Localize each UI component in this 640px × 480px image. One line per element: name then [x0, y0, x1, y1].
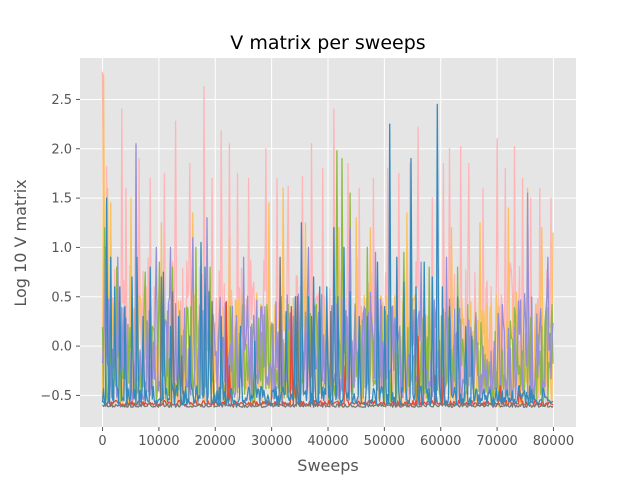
series-line-5	[101, 256, 554, 408]
x-axis-label: Sweeps	[297, 456, 358, 475]
series-line-6	[101, 103, 554, 406]
y-tick-label: 2.0	[51, 142, 72, 157]
x-tick-label: 80000	[533, 434, 574, 449]
chart-title: V matrix per sweeps	[230, 32, 425, 54]
x-tick-label: 70000	[476, 434, 517, 449]
y-tick-label: −0.5	[40, 389, 72, 404]
x-tick-label: 30000	[251, 434, 292, 449]
x-tick-label: 10000	[138, 434, 179, 449]
y-tick-label: 0.0	[51, 340, 72, 355]
series-group	[101, 71, 554, 408]
y-tick-label: 0.5	[51, 290, 72, 305]
tick-labels: 0 10000 20000 30000 40000 50000 60000 70000 8000…	[40, 93, 574, 449]
x-tick-label: 0	[98, 434, 106, 449]
y-tick-label: 1.0	[51, 241, 72, 256]
y-tick-label: 2.5	[51, 93, 72, 108]
x-tick-label: 50000	[364, 434, 405, 449]
x-tick-label: 60000	[420, 434, 461, 449]
x-tick-label: 40000	[307, 434, 348, 449]
y-tick-label: 1.5	[51, 192, 72, 207]
x-tick-label: 20000	[195, 434, 236, 449]
y-axis-label: Log 10 V matrix	[11, 179, 30, 306]
